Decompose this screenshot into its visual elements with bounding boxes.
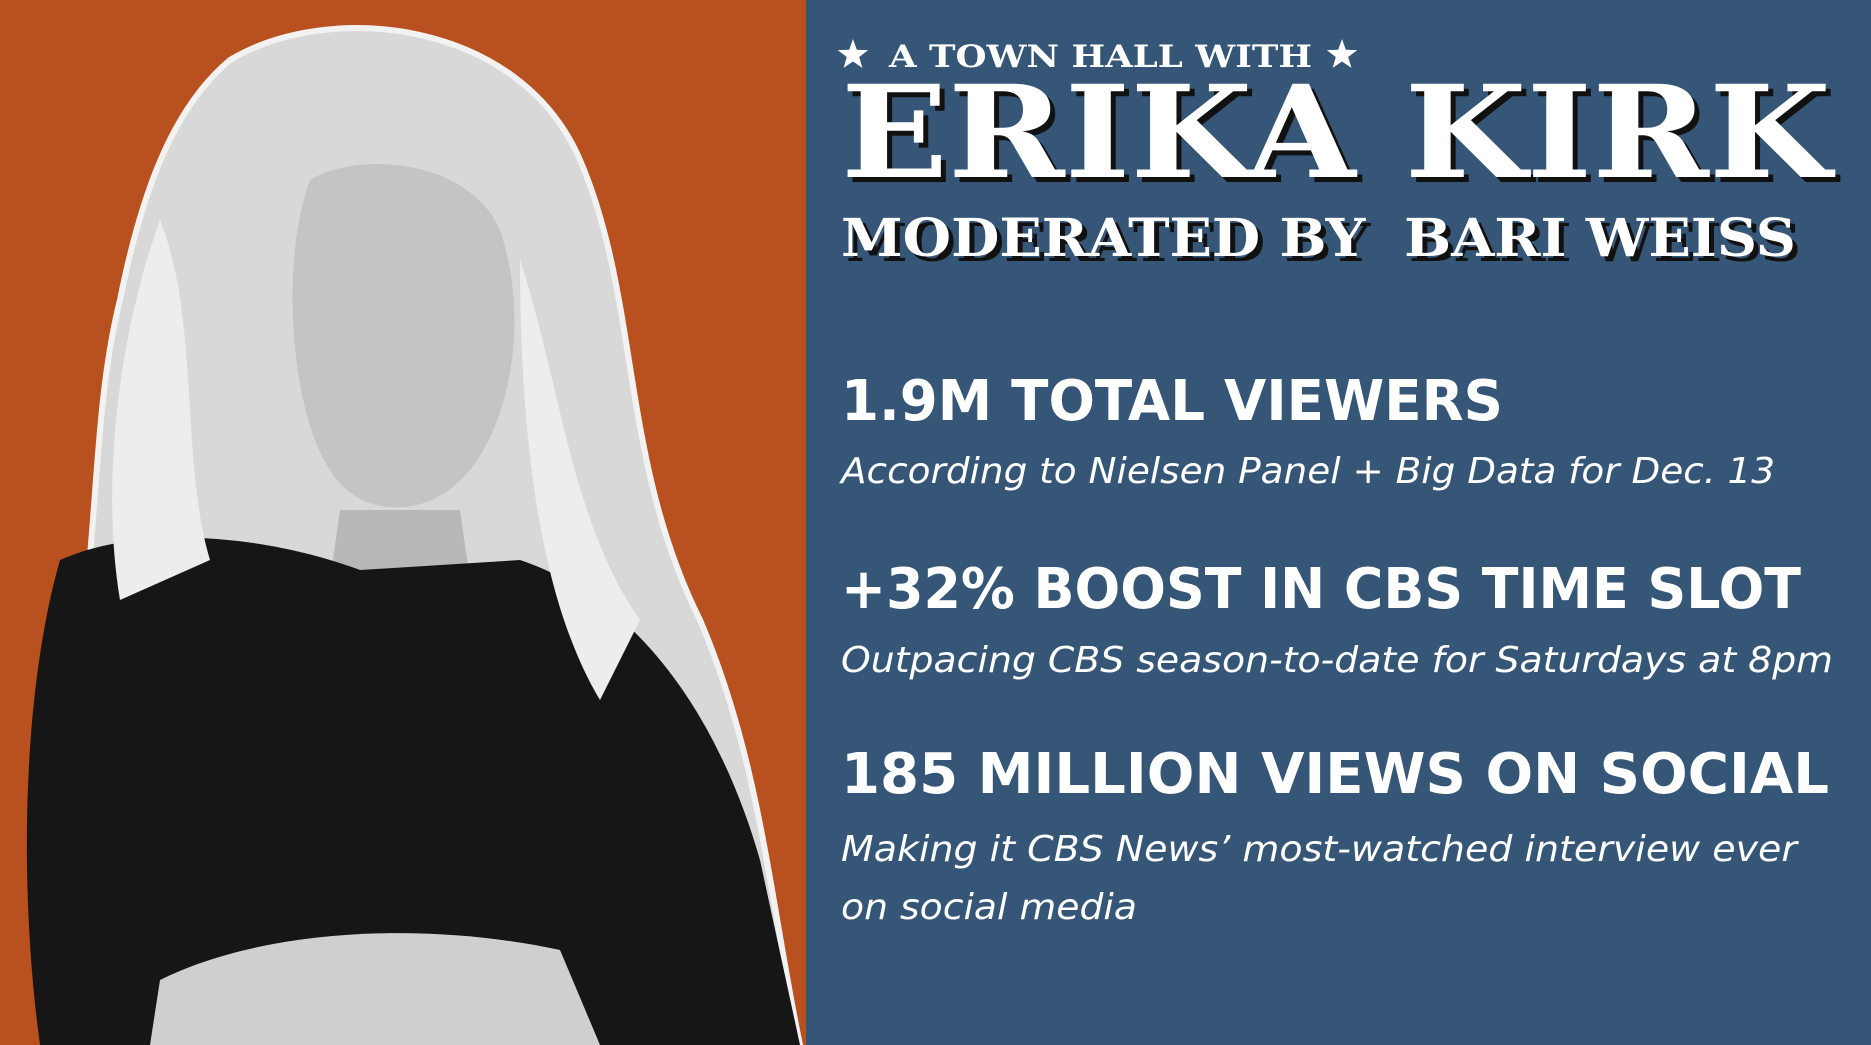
- stat-detail: Making it CBS News’ most-watched intervi…: [841, 829, 1799, 870]
- portrait-photo: [26, 25, 804, 1045]
- kicker: A TOWN HALL WITH: [888, 39, 1312, 75]
- moderator: MODERATED BY BARI WEISS: [841, 208, 1796, 269]
- stat-detail: on social media: [841, 887, 1137, 928]
- stars: [837, 39, 1358, 68]
- blue-panel: [806, 0, 1871, 1045]
- headline-name: ERIKA KIRK: [841, 58, 1836, 208]
- stat-headline: 185 MILLION VIEWS ON SOCIAL: [841, 742, 1829, 807]
- stat-headline: +32% BOOST IN CBS TIME SLOT: [841, 557, 1801, 622]
- stat-detail: Outpacing CBS season-to-date for Saturda…: [841, 640, 1833, 681]
- star-icon: [837, 39, 869, 68]
- stat-detail: According to Nielsen Panel + Big Data fo…: [839, 451, 1775, 492]
- stat-headline: 1.9M TOTAL VIEWERS: [841, 369, 1503, 434]
- star-icon: [1326, 39, 1358, 68]
